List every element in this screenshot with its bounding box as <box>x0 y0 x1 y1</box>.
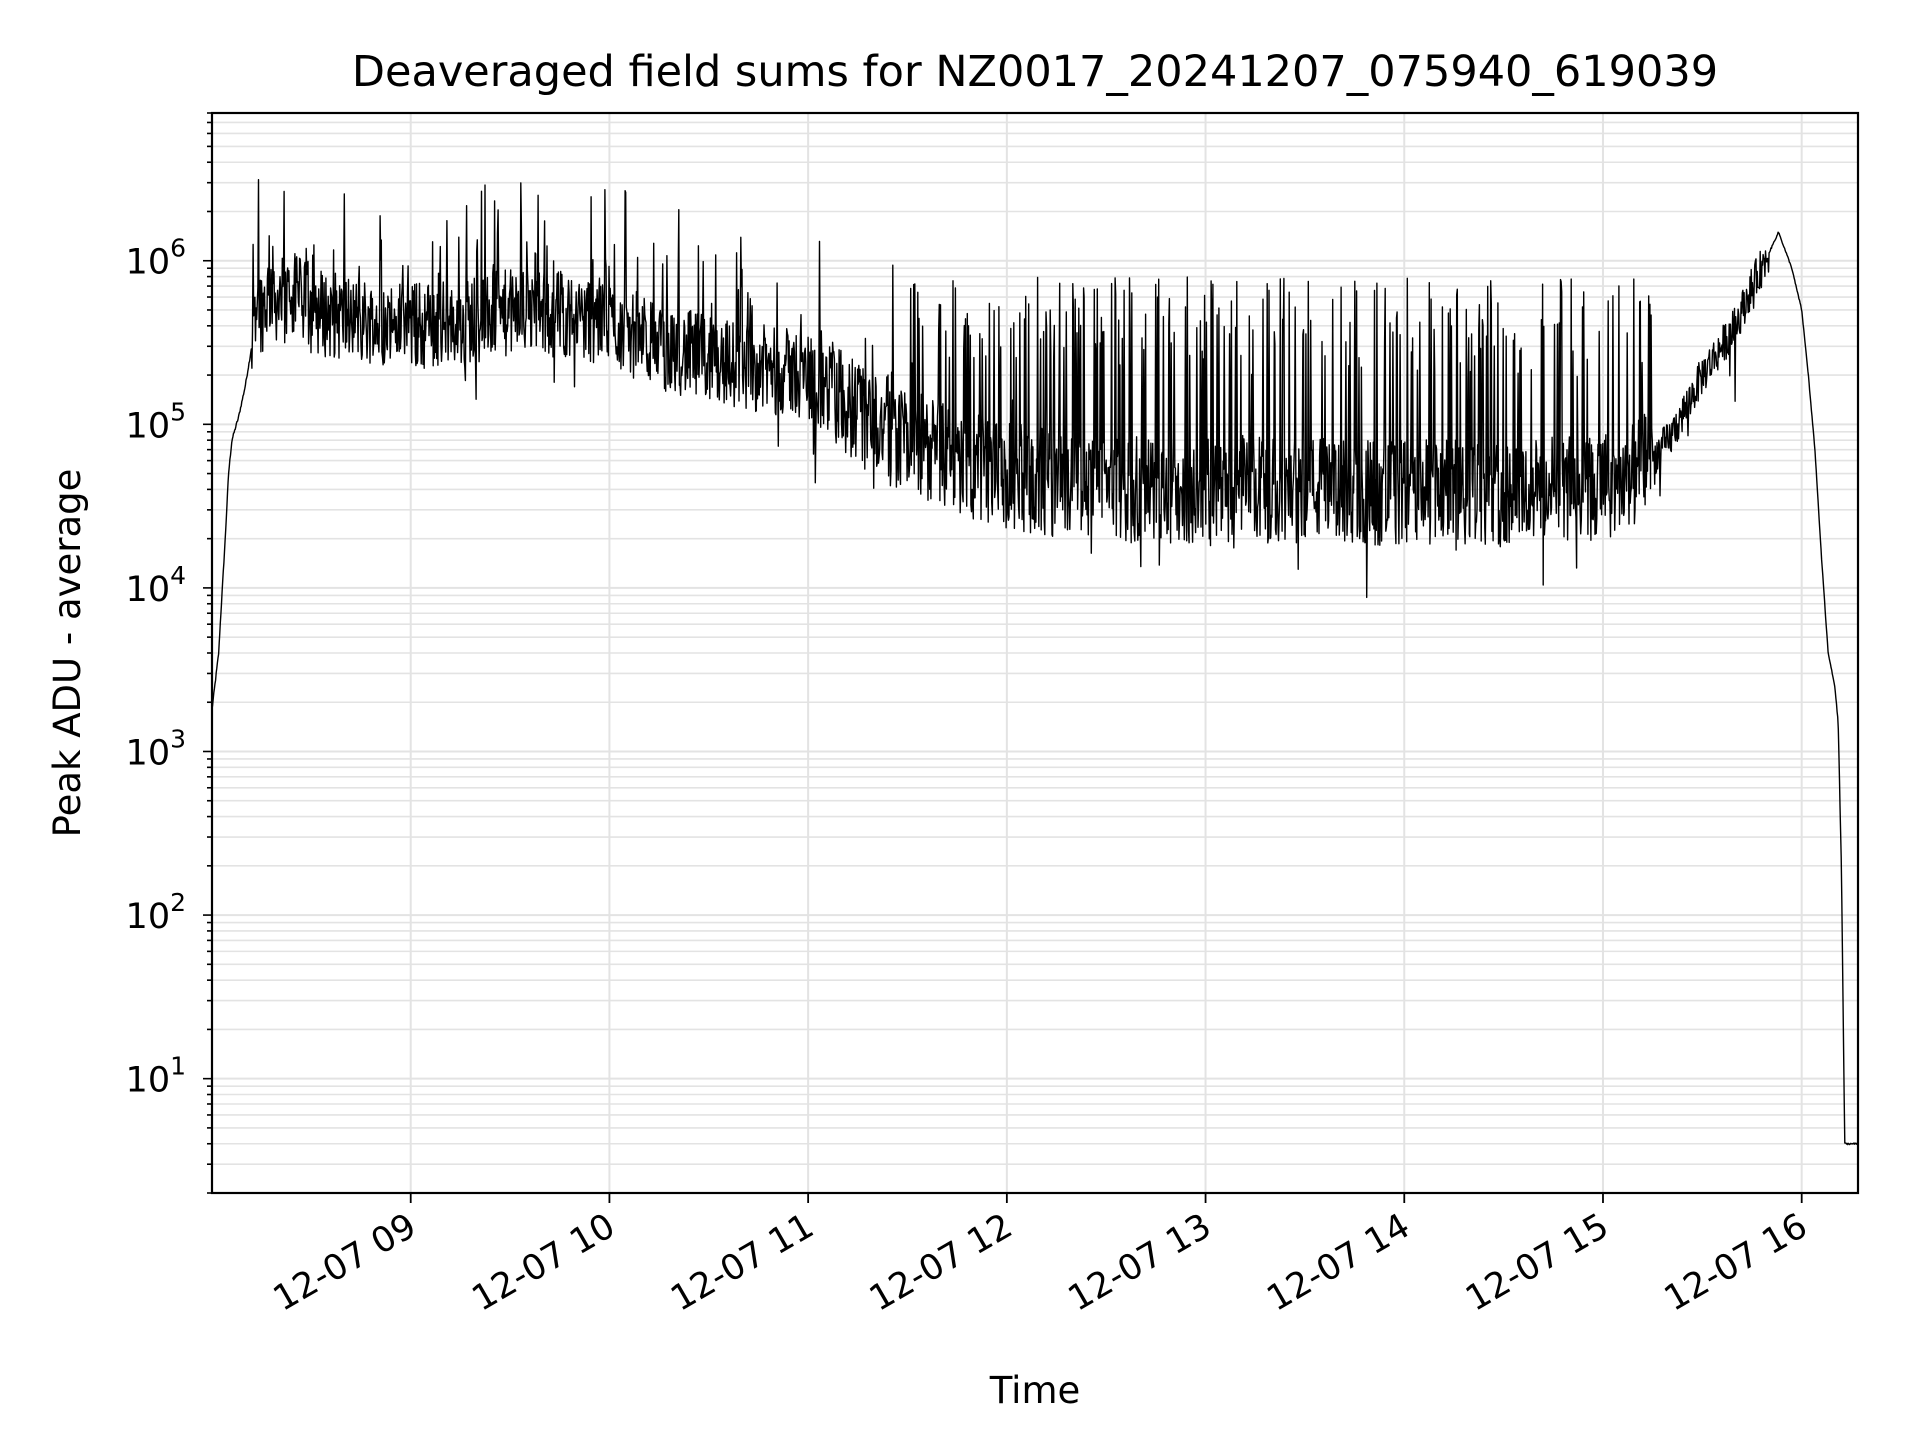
y-tick-base: 10 <box>126 243 171 283</box>
y-tick-exponent: 1 <box>170 1052 186 1081</box>
y-tick-base: 10 <box>126 897 171 937</box>
y-tick-label: 101 <box>126 1052 186 1101</box>
series-line <box>211 179 1859 1146</box>
chart-title: Deaveraged field sums for NZ0017_2024120… <box>352 47 1718 97</box>
x-axis-label: Time <box>989 1369 1081 1412</box>
y-tick-label: 102 <box>126 888 186 937</box>
y-tick-base: 10 <box>126 406 171 446</box>
y-tick-exponent: 5 <box>170 397 186 426</box>
y-axis-label: Peak ADU - average <box>46 469 89 838</box>
y-tick-label: 105 <box>126 397 186 446</box>
y-tick-base: 10 <box>126 570 171 610</box>
y-tick-exponent: 6 <box>170 234 186 263</box>
y-tick-label: 103 <box>126 724 186 773</box>
y-tick-base: 10 <box>126 733 171 773</box>
y-tick-label: 106 <box>126 234 186 283</box>
y-tick-label: 104 <box>126 561 186 610</box>
y-tick-exponent: 2 <box>170 888 186 917</box>
y-tick-exponent: 3 <box>170 724 186 753</box>
y-tick-exponent: 4 <box>170 561 186 590</box>
y-tick-base: 10 <box>126 1061 171 1101</box>
